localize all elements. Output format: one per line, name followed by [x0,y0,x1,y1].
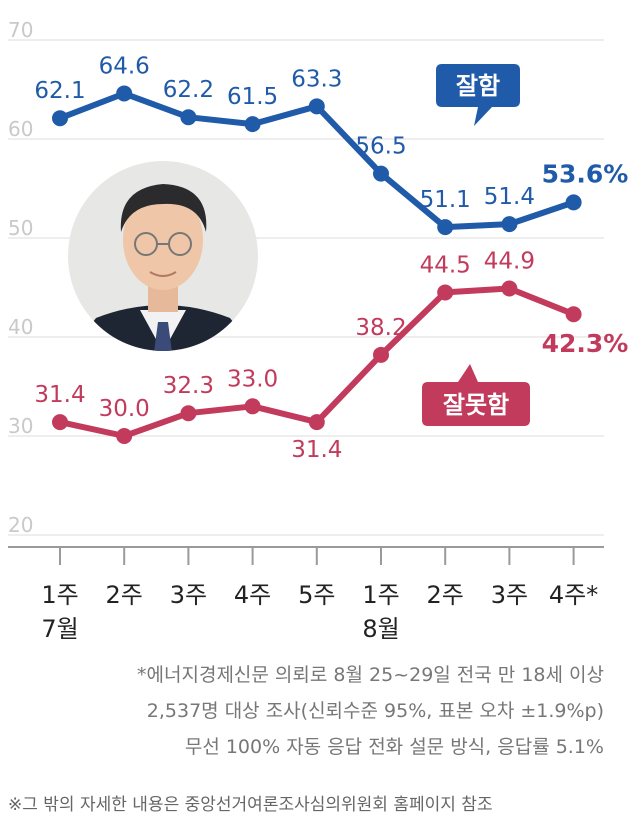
legend-callout-good: 잘함 [436,64,520,126]
data-label: 42.3% [542,329,629,358]
data-label: 51.4 [484,184,535,210]
month-label: 8월 [362,615,399,643]
legend-label-bad: 잘못함 [443,391,509,419]
data-label: 63.3 [291,66,342,92]
data-label: 56.5 [355,134,406,160]
x-labels: 1주 2주 3주 4주 5주 1주 2주 3주 4주* 7월 8월 [41,581,598,643]
data-label: 53.6% [542,159,629,188]
data-point [565,306,582,323]
x-tick-label: 1주 [41,581,78,609]
data-label: 33.0 [227,366,278,392]
x-tick-label: 3주 [491,581,528,609]
data-point [52,414,68,431]
data-point [501,216,518,233]
x-ticks [59,547,575,565]
data-point [565,194,582,211]
data-points [52,85,582,444]
data-point [180,405,197,422]
data-point [373,346,389,363]
portrait-photo [68,161,258,351]
x-tick-label: 4주* [549,581,598,609]
data-point [437,219,454,236]
x-tick-label: 2주 [427,581,464,609]
y-tick-label: 30 [8,414,33,438]
data-label: 61.5 [227,84,278,110]
data-label: 51.1 [420,187,471,213]
survey-note-3: 무선 100% 자동 응답 전화 설문 방식, 응답률 5.1% [184,736,604,758]
x-tick-label: 4주 [234,581,271,609]
survey-note-2: 2,537명 대상 조사(신뢰수준 95%, 표본 오차 ±1.9%p) [146,700,604,722]
data-point [244,116,261,133]
data-label: 30.0 [99,396,150,422]
data-point [244,398,261,415]
y-tick-label: 20 [8,513,33,537]
y-tick-label: 50 [8,216,33,240]
month-label: 7월 [41,615,78,643]
x-tick-label: 3주 [170,581,207,609]
y-tick-label: 40 [8,315,33,339]
data-label: 31.4 [291,437,342,463]
legend-callout-bad: 잘못함 [422,364,530,426]
x-tick-label: 5주 [298,581,335,609]
legend-label-good: 잘함 [456,72,500,100]
data-point [180,109,197,126]
source-note: ※그 밖의 자세한 내용은 중앙선거여론조사심의위원회 홈페이지 참조 [8,795,493,815]
data-point [308,414,325,431]
data-label: 44.9 [484,248,535,274]
data-label: 31.4 [34,382,85,408]
data-point [437,284,454,301]
y-tick-label: 70 [8,18,33,42]
x-tick-label: 1주 [362,581,399,609]
data-label: 32.3 [163,373,214,399]
data-label: 64.6 [99,53,150,79]
data-label: 38.2 [355,315,406,341]
y-tick-label: 60 [8,117,33,141]
data-label: 62.1 [34,78,85,104]
data-point [116,85,133,102]
survey-note-1: *에너지경제신문 의뢰로 8월 25~29일 전국 만 18세 이상 [137,664,604,686]
data-label: 62.2 [163,77,214,103]
data-point [308,98,325,115]
data-point [501,280,518,297]
data-label: 44.5 [420,252,471,278]
y-ticks: 70 60 50 40 30 20 [8,18,33,537]
data-labels: 62.1 64.6 62.2 61.5 63.3 56.5 51.1 51.4 53.6% 31.… [34,53,628,463]
x-tick-label: 2주 [106,581,143,609]
data-point [116,428,133,444]
data-point [373,165,389,182]
data-point [52,110,68,127]
